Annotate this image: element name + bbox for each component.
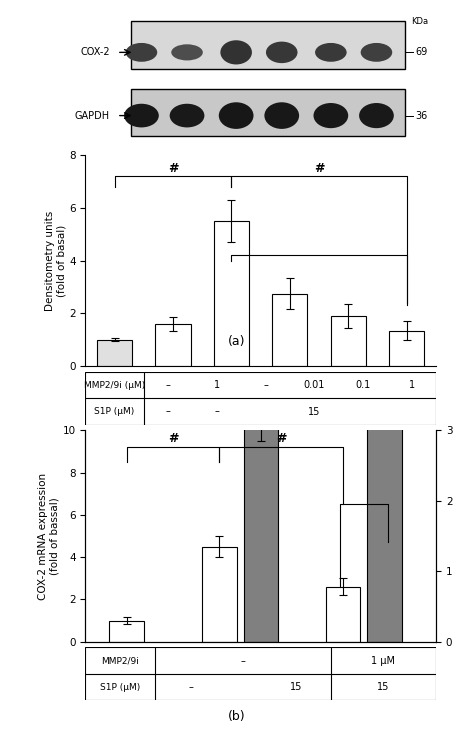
Ellipse shape [266,42,298,63]
Text: 0.1: 0.1 [356,380,371,390]
Text: –: – [188,682,193,692]
Bar [326,587,360,642]
Ellipse shape [361,43,392,62]
Bar [244,416,278,642]
Text: –: – [263,380,268,390]
Text: GAPDH: GAPDH [75,110,110,121]
Ellipse shape [220,40,252,65]
Bar [214,221,249,366]
Text: (a): (a) [228,335,246,348]
Text: S1P (μM): S1P (μM) [100,683,140,692]
Bar [273,293,308,366]
Text: MMP2/9i (μM): MMP2/9i (μM) [84,381,145,390]
Text: (b): (b) [228,710,246,723]
Bar [202,547,237,642]
Text: MMP2/9i: MMP2/9i [101,656,139,665]
Text: 1 μM: 1 μM [372,656,395,666]
FancyBboxPatch shape [131,89,404,136]
Ellipse shape [219,102,254,129]
Ellipse shape [170,104,204,127]
Y-axis label: Densitometry units
(fold of basal): Densitometry units (fold of basal) [45,210,66,311]
Text: 1: 1 [214,380,220,390]
Bar [331,316,366,366]
Y-axis label: COX-2 mRNA expression
(fold of bassal): COX-2 mRNA expression (fold of bassal) [38,473,60,600]
Text: –: – [166,380,171,390]
Text: #: # [168,162,178,175]
Text: S1P (μM): S1P (μM) [94,407,135,416]
Text: 36: 36 [415,110,427,121]
Text: #: # [314,162,324,175]
Ellipse shape [313,103,348,128]
Text: –: – [241,656,246,666]
Text: COX-2: COX-2 [80,47,110,57]
Ellipse shape [359,103,394,128]
Text: 15: 15 [308,406,320,417]
Text: #: # [276,432,287,445]
Bar [389,331,424,366]
Ellipse shape [124,104,159,127]
Text: –: – [166,406,171,417]
Text: 0.01: 0.01 [304,380,325,390]
Bar [367,310,401,642]
Ellipse shape [171,44,203,60]
Ellipse shape [264,102,299,129]
Text: #: # [168,432,178,445]
Text: 1: 1 [409,380,415,390]
Ellipse shape [315,43,346,62]
Ellipse shape [126,43,157,62]
Text: KDa: KDa [411,18,428,26]
Text: 69: 69 [415,47,427,57]
Bar [155,324,191,366]
Bar [109,620,144,642]
Bar [97,340,132,366]
FancyBboxPatch shape [131,21,404,68]
Text: –: – [214,406,219,417]
Text: 15: 15 [377,682,390,692]
Text: 15: 15 [290,682,302,692]
